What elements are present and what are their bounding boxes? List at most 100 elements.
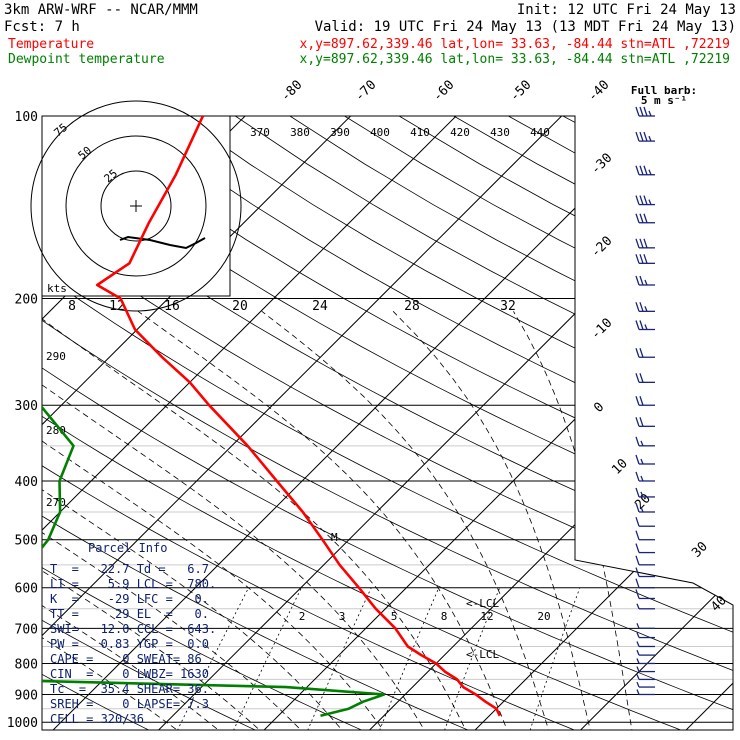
wind-barb-half	[636, 641, 640, 647]
hodograph-speed-label: 16	[164, 299, 180, 314]
mixing-ratio-line	[528, 587, 581, 730]
wind-barb	[636, 681, 655, 688]
pressure-tick-label: 800	[15, 657, 38, 672]
dry-adiabat-line	[42, 116, 733, 730]
isotherm-label: -60	[430, 78, 457, 105]
pressure-tick-label: 700	[15, 622, 38, 637]
wind-barb-flag	[639, 320, 644, 330]
parcel-info-row: K = -29 LFC = 0.	[50, 592, 209, 606]
init-time: Init: 12 UTC Fri 24 May 13	[517, 2, 736, 18]
wind-barb-flag	[635, 530, 640, 540]
dewpoint-legend-label: Dewpoint temperature	[8, 52, 165, 67]
parcel-info-row: TT = 29 EL = 0.	[50, 607, 209, 621]
pressure-tick-label: 600	[15, 582, 38, 597]
wind-barb	[635, 502, 655, 513]
wind-barb	[635, 589, 655, 600]
wind-barb-half	[644, 279, 648, 286]
parcel-info-row: SWI= 12.0 CCL = 643.	[50, 622, 216, 636]
parcel-info-row: CELL = 320/36	[50, 712, 144, 726]
wind-barb-flag	[643, 213, 648, 223]
wind-barb-half	[636, 689, 640, 695]
sounding-traces	[42, 116, 501, 718]
temperature-trace	[95, 116, 501, 717]
wind-barb	[636, 623, 655, 629]
hodograph-speed-label: 32	[500, 299, 516, 314]
theta-e-label: 390	[330, 126, 350, 139]
wind-barb-flag	[635, 348, 640, 358]
pressure-tick-label: 1000	[7, 716, 38, 731]
wind-barb	[635, 543, 655, 554]
dry-adiabat-label: 280	[46, 424, 66, 437]
parcel-info-row: SREH = 0 LAPSE= 7.3	[50, 697, 209, 711]
wind-barb-flag	[635, 543, 640, 553]
pressure-tick-label: 900	[15, 688, 38, 703]
dry-adiabat-line	[42, 116, 475, 730]
temperature-legend-label: Temperature	[8, 37, 94, 52]
parcel-info-row: Tc = 35.4 SHEAR= 36.	[50, 682, 209, 696]
pressure-tick-label: 100	[15, 110, 38, 125]
wind-barb	[635, 436, 655, 447]
mixing-ratio-line	[230, 587, 302, 730]
isotherm-label: -70	[352, 78, 379, 105]
theta-e-label: 370	[250, 126, 270, 139]
wind-barb-half	[636, 649, 640, 656]
isotherm-label: 0	[591, 400, 607, 416]
wind-barb-flag	[639, 106, 644, 117]
wind-barb-flag	[639, 275, 644, 286]
full-barb-unit: 5 m s⁻¹	[641, 94, 687, 107]
hodograph-ring	[30, 100, 242, 312]
wind-barb-flag	[635, 578, 640, 588]
dry-adiabat-line	[42, 116, 733, 730]
wind-barb-flag	[635, 275, 640, 286]
valid-time: Valid: 19 UTC Fri 24 May 13 (13 MDT Fri …	[315, 19, 736, 35]
isotherm-label: -40	[585, 78, 612, 105]
dry-adiabat-line	[42, 116, 733, 730]
dry-adiabat-line	[42, 116, 688, 730]
parcel-info-row: PW = 0.83 YGP = 0.0	[50, 637, 209, 651]
dry-adiabat-line	[42, 116, 733, 730]
wind-barb-flag	[639, 195, 644, 205]
wind-barb-half	[636, 658, 640, 664]
wind-barb	[635, 165, 655, 176]
dry-adiabat-line	[42, 116, 733, 730]
wind-barb-flag	[635, 195, 640, 205]
moist-adiabat-line	[42, 311, 307, 730]
wind-barb-flag	[635, 502, 640, 513]
dry-adiabat-line	[125, 116, 733, 730]
isotherm-label: -30	[588, 151, 615, 178]
wind-barb	[636, 641, 655, 648]
parcel-info-row: T = 22.7 Td = 6.7	[50, 562, 209, 576]
wind-barb-flag	[635, 517, 640, 527]
theta-e-label: 420	[450, 126, 470, 139]
lcl-marker-lower: <-LCL	[466, 648, 499, 661]
dewpoint-trace	[42, 116, 386, 718]
wind-barb	[635, 396, 655, 406]
pressure-tick-label: 200	[15, 292, 38, 307]
dry-adiabat-line	[235, 116, 733, 730]
wind-barb	[635, 555, 655, 566]
wind-barb	[635, 302, 655, 312]
isotherm-label: -20	[588, 234, 615, 261]
dry-adiabat-line	[42, 116, 154, 730]
moist-adiabat-line	[137, 311, 510, 730]
hodograph-speed-label: 20	[232, 299, 248, 314]
wind-barb-half	[636, 603, 640, 610]
moist-adiabat-line	[42, 311, 225, 730]
wind-barb-half	[644, 306, 648, 312]
wind-barb	[636, 649, 655, 656]
wind-barb-half	[640, 458, 644, 465]
wind-barb-half	[636, 674, 640, 680]
isotherm-label: 30	[689, 539, 711, 561]
dewpoint-legend-info: x,y=897.62,339.46 lat,lon= 33.63, -84.44…	[300, 52, 730, 67]
hodograph-speed-label: 24	[312, 299, 328, 314]
wind-barb-flag	[635, 131, 640, 142]
wind-barb-half	[648, 169, 652, 175]
wind-barb-flag	[639, 254, 644, 264]
wind-barb-flag	[643, 165, 648, 175]
moist-adiabat-line	[42, 311, 347, 730]
mixing-ratio-label: 20	[537, 610, 550, 623]
dry-adiabat-line	[508, 116, 733, 730]
mixing-ratio-label: 5	[391, 610, 398, 623]
wind-barb	[635, 275, 655, 286]
